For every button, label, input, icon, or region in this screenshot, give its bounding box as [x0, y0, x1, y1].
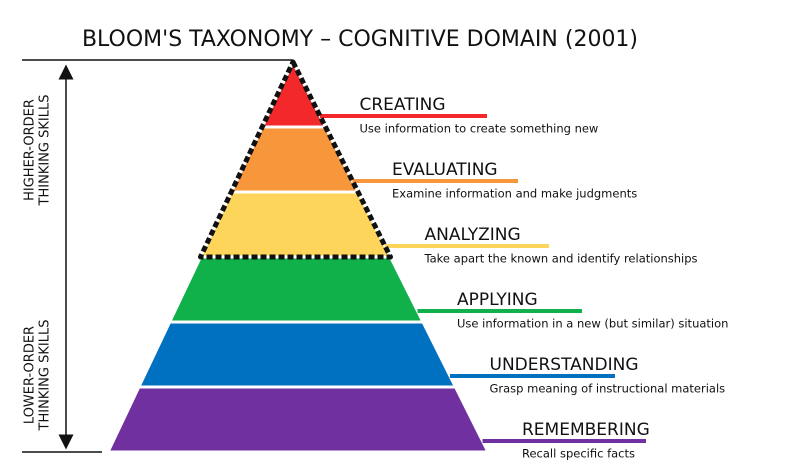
level-band — [228, 125, 361, 194]
level-band — [167, 255, 426, 324]
level-name: ANALYZING — [425, 225, 521, 245]
level-name: EVALUATING — [392, 160, 498, 180]
level-name: UNDERSTANDING — [490, 355, 639, 375]
level-band — [259, 58, 328, 129]
side-label: HIGHER-ORDER — [23, 99, 38, 201]
level-name: APPLYING — [457, 290, 538, 310]
level-description: Use information to create something new — [360, 122, 599, 136]
side-label: THINKING SKILLS — [38, 95, 53, 207]
title: BLOOM'S TAXONOMY – COGNITIVE DOMAIN (200… — [82, 27, 638, 52]
side-label: LOWER-ORDER — [23, 326, 38, 424]
level-name: REMEMBERING — [522, 420, 650, 440]
pyramid: CREATING Use information to create someth… — [105, 58, 728, 461]
level-name: CREATING — [360, 95, 446, 115]
level-description: Use information in a new (but similar) s… — [457, 317, 728, 331]
level-description: Grasp meaning of instructional materials — [490, 382, 726, 396]
higher-order-outline — [198, 59, 393, 260]
level-description: Take apart the known and identify relati… — [424, 252, 698, 266]
level-band — [136, 320, 458, 389]
level-description: Examine information and make judgments — [392, 187, 637, 201]
level-description: Recall specific facts — [522, 447, 635, 461]
side-label: THINKING SKILLS — [38, 320, 53, 432]
level-band — [105, 385, 491, 454]
